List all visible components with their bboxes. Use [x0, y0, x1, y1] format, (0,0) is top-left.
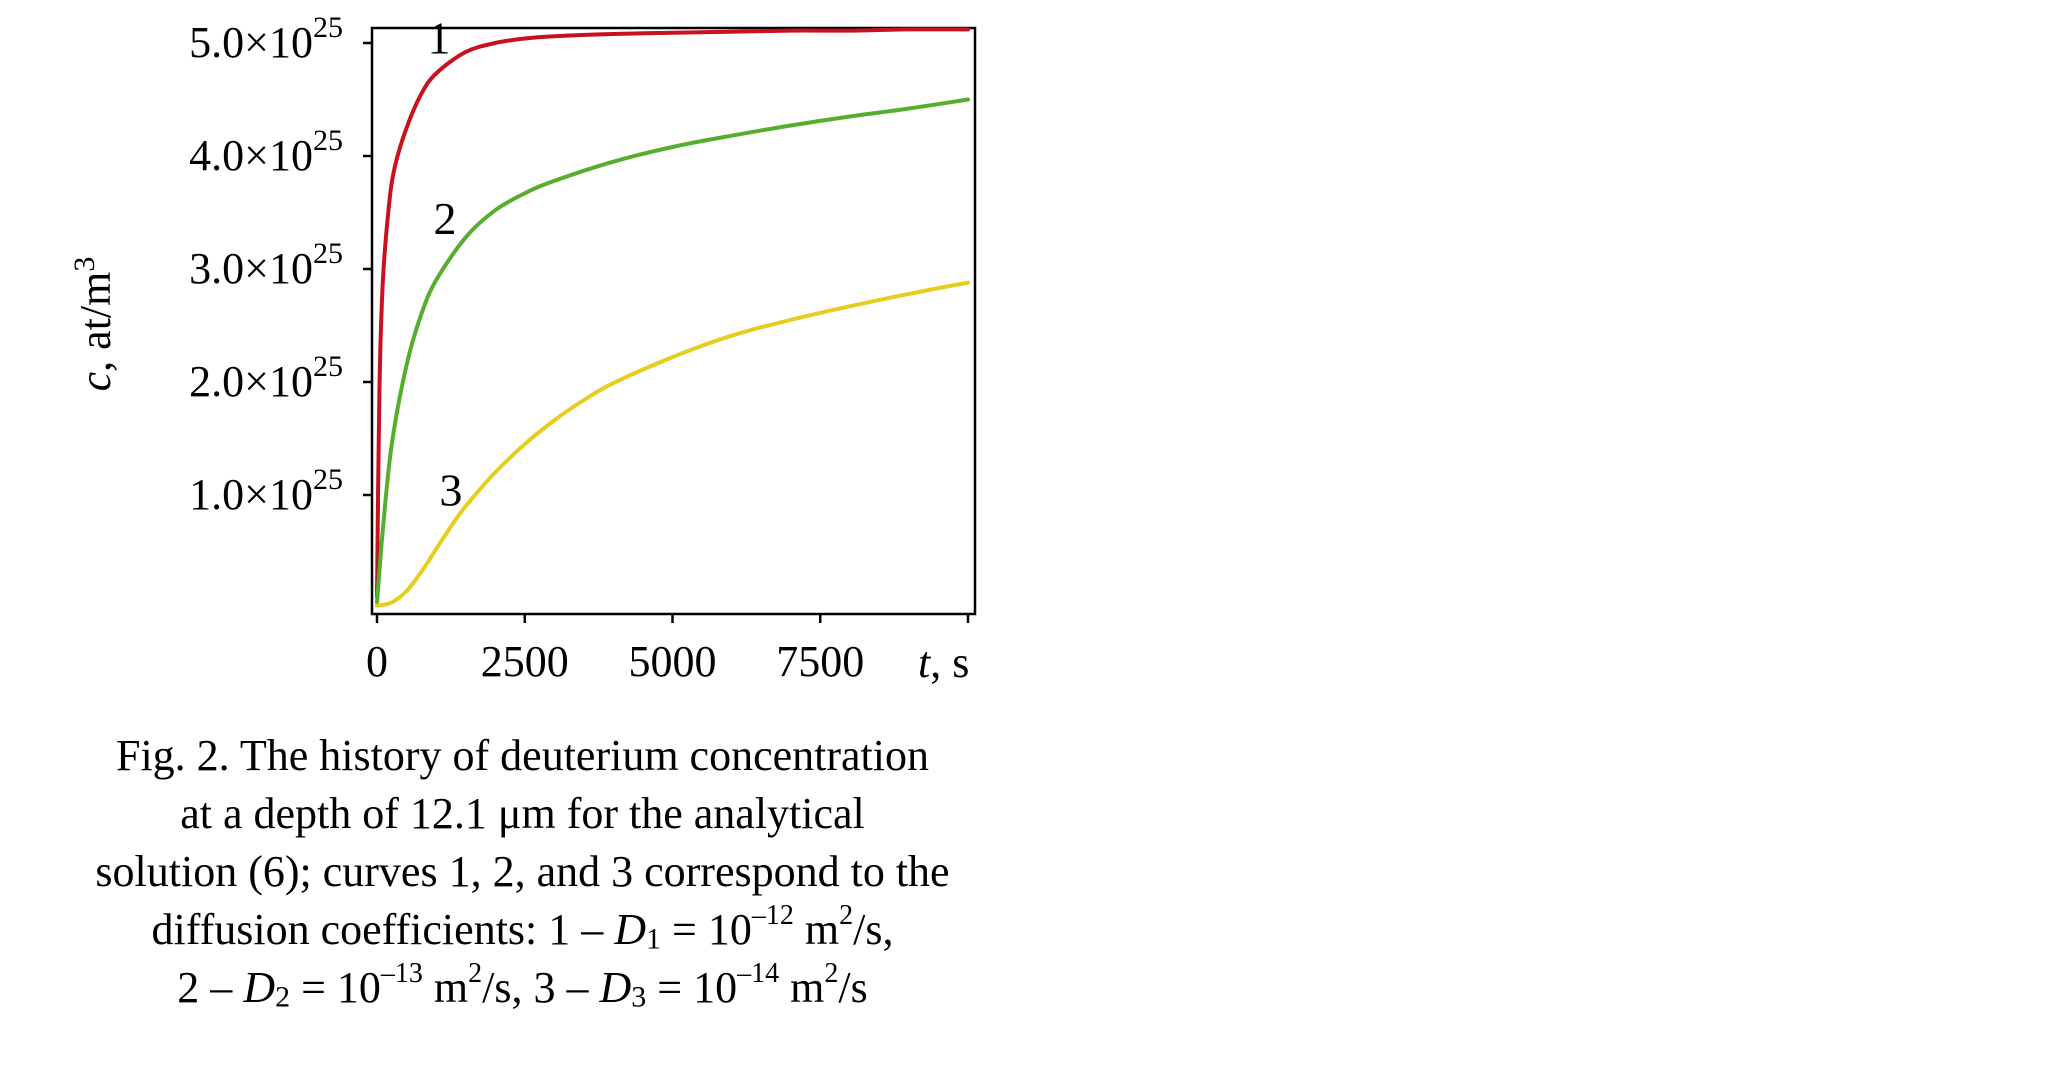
y-axis-ticks: 1.0×1025 2.0×1025 3.0×1025 4.0×1025 5.0×1025 [189, 11, 372, 519]
y-tick-label: 4.0×1025 [189, 124, 343, 180]
caption-exponent: –13 [380, 957, 423, 989]
curve-labels: 1 2 3 [428, 12, 463, 515]
y-tick-label: 5.0×1025 [189, 11, 343, 67]
caption-text: m [422, 963, 469, 1012]
caption-text: m [779, 963, 825, 1012]
caption-text: 2 – [177, 963, 244, 1012]
x-axis-ticks: 0 2500 5000 7500 [366, 614, 970, 686]
y-tick-label: 1.0×1025 [189, 463, 343, 519]
y-axis-unit-exponent: 3 [68, 257, 101, 272]
caption-exponent: –12 [751, 899, 794, 931]
caption-exponent: –14 [737, 957, 780, 989]
series-line-1 [375, 27, 970, 599]
x-tick-label: 5000 [629, 637, 717, 686]
curve-label-1: 1 [428, 12, 451, 63]
caption-text: diffusion coefficients: 1 – [151, 905, 615, 954]
y-tick-label: 3.0×1025 [189, 237, 343, 293]
caption-text: /s [838, 963, 868, 1012]
caption-d-symbol: D [243, 963, 276, 1012]
caption-line-5: 2 – D2 = 10–13 m2/s, 3 – D3 = 10–14 m2/s [20, 959, 1025, 1017]
caption-d-symbol: D [614, 905, 647, 954]
series-line-3 [375, 280, 970, 608]
caption-text: = 10 [661, 905, 752, 954]
caption-text: m [793, 905, 840, 954]
caption-text: = 10 [646, 963, 738, 1012]
caption-d-subscript: 2 [275, 980, 291, 1014]
caption-exponent: 2 [824, 957, 839, 989]
concentration-chart: 1.0×1025 2.0×1025 3.0×1025 4.0×1025 5.0×1025… [68, 11, 977, 687]
series-line-2 [375, 97, 970, 605]
series-layer [375, 27, 970, 608]
caption-text: /s, 3 – [482, 963, 600, 1012]
x-axis-title: t, s [918, 638, 969, 687]
x-axis-unit: , s [930, 638, 969, 687]
caption-line-3: solution (6); curves 1, 2, and 3 corresp… [95, 847, 950, 896]
caption-line-2: at a depth of 12.1 μm for the analytical [180, 789, 865, 838]
caption-line-4: diffusion coefficients: 1 – D1 = 10–12 m… [20, 901, 1025, 959]
y-tick-label: 2.0×1025 [189, 350, 343, 406]
x-tick-label: 0 [366, 637, 388, 686]
curve-label-2: 2 [433, 193, 456, 244]
caption-exponent: 2 [839, 899, 854, 931]
plot-frame [370, 26, 977, 616]
curve-label-3: 3 [439, 464, 462, 515]
caption-d-symbol: D [599, 963, 632, 1012]
caption-text: = 10 [290, 963, 381, 1012]
caption-exponent: 2 [468, 957, 483, 989]
caption-d-subscript: 3 [631, 980, 647, 1014]
y-axis-unit: , at/m [71, 272, 120, 372]
caption-d-subscript: 1 [646, 922, 662, 956]
y-axis-variable: c [71, 371, 120, 391]
caption-line-1: Fig. 2. The history of deuterium concent… [115, 731, 929, 780]
x-tick-label: 2500 [481, 637, 569, 686]
caption-text: /s, [853, 905, 894, 954]
x-tick-label: 7500 [776, 637, 864, 686]
x-axis-variable: t [918, 638, 932, 687]
y-axis-title: c, at/m3 [68, 257, 121, 392]
figure-caption: Fig. 2. The history of deuterium concent… [20, 727, 1025, 1017]
